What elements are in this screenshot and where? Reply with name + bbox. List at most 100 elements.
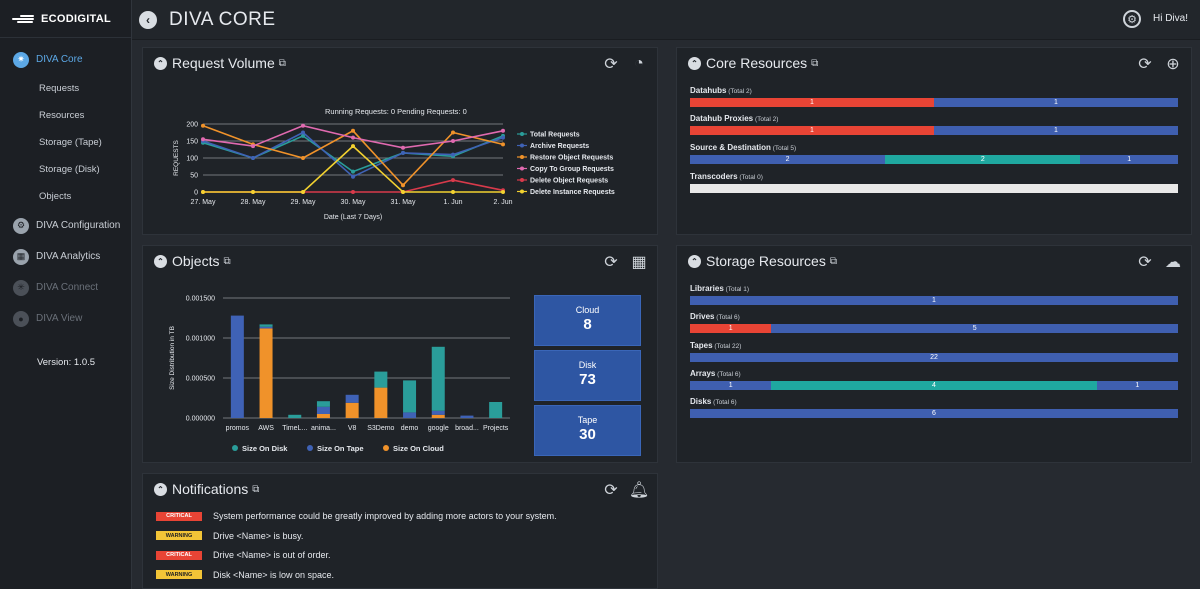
resource-bar-segment[interactable]: 1 [690,381,772,390]
resource-bar-segment[interactable]: 1 [1080,155,1178,164]
legend-label: Archive Requests [530,143,589,150]
resource-bar[interactable]: 6 [690,409,1178,418]
sidebar-item-diva-core[interactable]: ✷ DIVA Core [0,44,131,75]
x-tick-label: broad... [455,425,479,432]
user-greeting[interactable]: Hi Diva! [1152,13,1188,24]
collapse-chevron-icon[interactable]: ⌃ [688,56,701,70]
x-axis-label: Date (Last 7 Days) [324,214,382,221]
data-point [451,139,455,143]
x-tick-label: 28. May [241,199,266,206]
external-link-icon[interactable]: ⧉ [278,57,286,69]
refresh-icon[interactable]: ⟳ [604,254,618,271]
legend-label: Total Requests [530,132,580,139]
refresh-icon[interactable]: ⟳ [1138,56,1152,73]
collapse-chevron-icon[interactable]: ⌃ [688,254,701,268]
stat-label: Disk [578,360,597,370]
resource-bar-segment[interactable]: 2 [690,155,886,164]
top-bar: ‹ DIVA CORE ⚙ Hi Diva! [132,0,1200,40]
legend-label: Size On Cloud [393,444,444,453]
resource-bar[interactable]: 1 [690,296,1178,305]
sidebar-item-diva-view[interactable]: ● DIVA View [0,303,131,334]
external-link-icon[interactable]: ⧉ [252,483,260,495]
collapse-chevron-icon[interactable]: ⌃ [154,56,167,70]
resource-bar-segment[interactable]: 22 [690,353,1178,362]
collapse-chevron-icon[interactable]: ⌃ [154,254,167,268]
resource-bar-segment[interactable]: 1 [690,98,934,107]
resource-label: Drives (Total 6) [690,312,1178,321]
resource-bar[interactable]: 22 [690,353,1178,362]
refresh-icon[interactable]: ⟳ [604,56,618,73]
collapse-chevron-icon[interactable]: ⌃ [154,482,167,496]
sidebar-subitem-storage-tape[interactable]: Storage (Tape) [39,137,102,148]
resource-label: Libraries (Total 1) [690,284,1178,293]
data-point [251,156,255,160]
x-tick-label: 30. May [341,199,366,206]
data-point [501,135,505,140]
bell-icon[interactable]: 🔔︎ [628,482,650,499]
y-tick-label: 200 [186,122,198,129]
resource-bar-segment[interactable]: 4 [771,381,1097,390]
panel-title: Notifications [172,481,249,497]
data-point [351,135,355,140]
sidebar-item-diva-configuration[interactable]: ⚙ DIVA Configuration [0,210,131,241]
y-tick-label: 0.001500 [186,296,215,303]
logo[interactable]: ECODIGITAL [0,0,131,38]
bar-segment [403,412,417,418]
resource-bar-segment[interactable]: 1 [690,296,1178,305]
sidebar-subitem-objects[interactable]: Objects [39,191,72,202]
resource-total: (Total 2) [753,116,779,123]
objects-grid-icon[interactable]: ▦ [631,254,647,271]
sidebar-subitem-requests[interactable]: Requests [39,83,80,94]
back-button[interactable]: ‹ [139,10,157,29]
refresh-icon[interactable]: ⟳ [604,482,618,499]
disk-count-card[interactable]: Disk 73 [534,350,641,401]
resource-name: Tapes [690,341,713,350]
sidebar-item-diva-analytics[interactable]: ▦ DIVA Analytics [0,241,131,272]
resource-row: Disks (Total 6) 6 [690,397,1178,418]
data-point [301,123,305,128]
sidebar-subitem-resources[interactable]: Resources [39,110,85,121]
panel-header: ⌃ Objects ⧉ ⟳ ▦ [143,246,657,276]
resource-bar-segment[interactable]: 1 [934,98,1178,107]
sidebar-item-label: DIVA View [36,313,83,324]
storage-resources-panel: ⌃ Storage Resources ⧉ ⟳ ☁ Libraries (Tot… [676,245,1192,463]
resource-bar-segment[interactable]: 6 [690,409,1178,418]
external-link-icon[interactable]: ⧉ [829,255,837,267]
resource-bar-segment[interactable]: 1 [1096,381,1179,390]
external-link-icon[interactable]: ⧉ [811,57,819,69]
resource-bar-segment[interactable]: 1 [690,324,772,333]
resource-bar-segment[interactable]: 5 [771,324,1178,333]
data-point [501,190,505,194]
y-tick-label: 0 [194,190,198,197]
refresh-icon[interactable]: ⟳ [1138,254,1152,271]
resource-bar-segment[interactable]: 2 [885,155,1081,164]
notification-item[interactable]: WARNING Disk <Name> is low on space. [156,570,334,580]
external-link-icon[interactable]: ⧉ [223,255,231,267]
notification-item[interactable]: WARNING Drive <Name> is busy. [156,531,303,541]
sidebar-item-label: DIVA Connect [36,282,99,293]
resource-bar-segment[interactable]: 1 [934,126,1178,135]
x-tick-label: 2. Jun [493,199,512,206]
cloud-count-card[interactable]: Cloud 8 [534,295,641,346]
crosshair-icon[interactable]: ⊕ [1166,56,1180,73]
legend-marker [520,143,524,148]
resource-label: Arrays (Total 6) [690,369,1178,378]
cloud-upload-icon[interactable]: ☁ [1165,254,1181,271]
resource-bar-segment[interactable]: 1 [690,126,934,135]
speedometer-icon[interactable]: ◔ [634,55,644,72]
sidebar-item-diva-connect[interactable]: ✳ DIVA Connect [0,272,131,303]
tape-count-card[interactable]: Tape 30 [534,405,641,456]
resource-bar[interactable] [690,184,1178,193]
panel-title: Storage Resources [706,253,826,269]
notification-item[interactable]: CRITICAL Drive <Name> is out of order. [156,550,331,560]
severity-badge: WARNING [156,570,202,579]
settings-gear-icon[interactable]: ⚙ [1123,10,1141,28]
objects-chart: 0.001500 0.001000 0.000500 0.000000 Size Dis… [169,296,510,453]
notification-item[interactable]: CRITICAL System performance could be grea… [156,511,557,521]
sidebar-subitem-storage-disk[interactable]: Storage (Disk) [39,164,100,175]
